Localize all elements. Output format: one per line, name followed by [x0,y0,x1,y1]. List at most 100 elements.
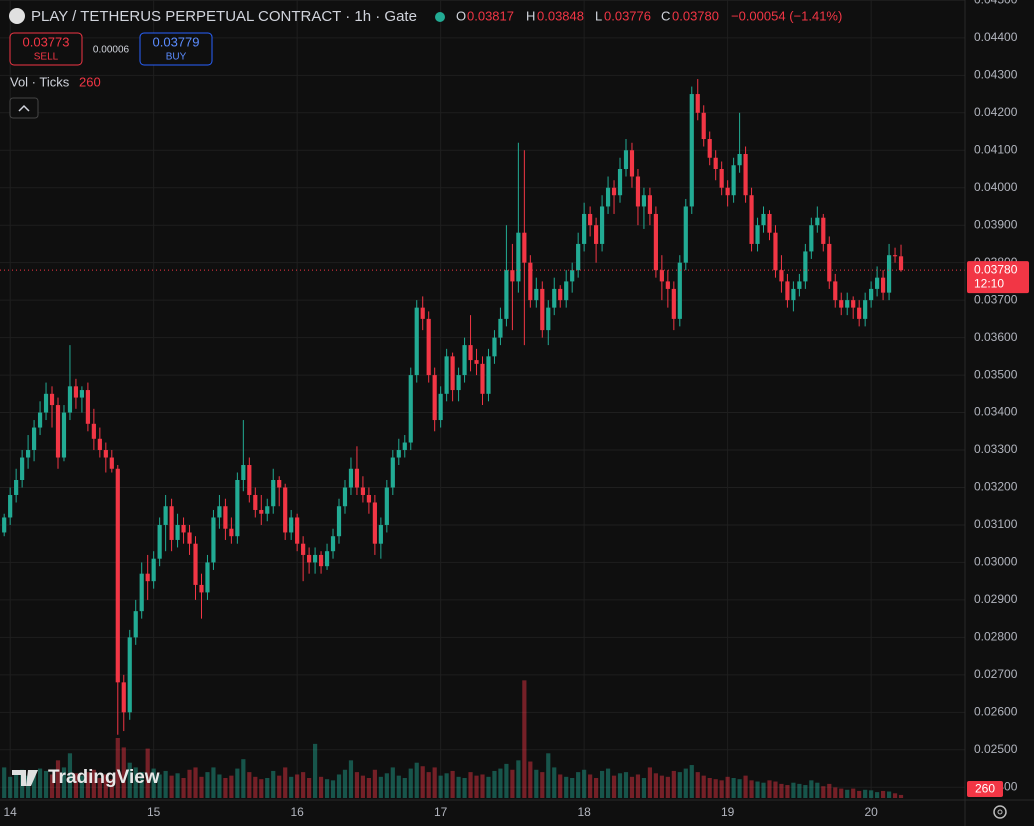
candle-body [845,300,850,308]
volume-bar [187,769,192,798]
volume-bar [474,775,479,798]
candle-body [199,584,204,593]
volume-bar [725,776,730,798]
volume-bar [157,774,162,798]
volume-bar [659,775,664,798]
candle-body [731,165,736,196]
candle-body [815,217,820,226]
y-tick-label: 0.03400 [974,405,1018,419]
candle-body [546,307,551,331]
collapse-button[interactable] [9,97,39,119]
candle-body [474,360,479,364]
volume-bar [420,766,425,798]
candle-body [115,468,120,683]
buy-button[interactable] [139,32,213,66]
volume-bar [791,782,796,798]
candle-body [803,251,808,282]
volume-bar [665,776,670,798]
candle-body [8,494,13,518]
x-tick-label: 15 [147,805,161,819]
candle-body [324,551,330,567]
candle-body [863,300,868,319]
volume-label: 260 [975,782,995,796]
settings-icon[interactable] [993,805,1007,819]
sell-button[interactable] [9,32,83,66]
volume-bar [875,792,880,798]
volume-bar [67,753,73,798]
candle-body [785,281,790,301]
sell-price: 0.03773 [23,34,70,49]
y-tick-label: 0.03100 [974,517,1018,531]
collapse-icon [18,104,30,112]
volume-bar [265,778,270,798]
candle-body [2,517,7,533]
candle-body [43,393,49,413]
volume-bar [301,772,306,798]
candle-body [851,300,856,308]
volume-bar [701,775,706,798]
sell-label: SELL [34,52,59,63]
last-price-box [967,261,1029,294]
candle-body [277,480,282,488]
volume-bar [91,769,96,798]
candle-body [833,281,838,301]
candle-body [522,232,527,263]
candle-body [594,225,599,244]
buy-price: 0.03779 [153,34,200,49]
candle-body [223,506,228,529]
brand-logo [12,770,38,786]
candle-body [761,213,766,226]
volume-bar [707,778,712,798]
volume-bar [426,772,431,798]
spread: 0.00006 [93,45,130,56]
volume-bar [516,760,521,798]
candle-body [719,168,724,188]
candle-body [432,375,437,421]
volume-bar [408,768,413,798]
volume-bar [839,788,844,798]
volume-legend: Vol · Ticks [10,74,70,89]
candle-body [127,637,132,713]
y-tick-label: 0.02600 [974,704,1018,718]
volume-bar [677,772,682,798]
volume-bar [623,772,629,798]
countdown: 12:10 [974,276,1004,290]
candle-body [677,262,682,319]
volume-bar [671,770,676,798]
volume-bar [181,778,186,798]
candle-body [396,450,401,458]
buy-label: BUY [166,52,187,63]
candle-body [773,232,778,271]
volume-bar [737,779,742,798]
candle-body [737,154,742,166]
volume-bar [247,772,252,798]
volume-bar [253,776,258,798]
volume-bar [815,782,820,798]
candle-body [599,206,605,244]
candle-body [701,112,706,140]
volume-bar [205,772,210,798]
volume-bar [641,778,647,798]
legend-change: −0.00054 (−1.41%) [731,8,842,23]
candle-body [312,554,318,563]
candle-body [767,213,772,233]
chart-title: PLAY / TETHERUS PERPETUAL CONTRACT · 1h … [31,8,417,25]
volume-bar [821,786,826,798]
candle-body [540,288,545,331]
volume-bar [892,793,898,798]
volume-bar [55,760,61,798]
volume-bar [534,769,539,798]
candle-body [880,277,886,293]
volume-bar [605,768,611,798]
volume-bar [827,783,832,798]
candle-body [384,487,389,525]
candle-body [366,494,371,503]
candle-body [402,442,407,451]
volume-legend-value: 260 [79,74,101,89]
candle-body [779,270,784,282]
candle-body [426,318,431,376]
candle-body [414,307,419,376]
volume-bar [898,794,904,798]
volume-bar [223,778,228,798]
